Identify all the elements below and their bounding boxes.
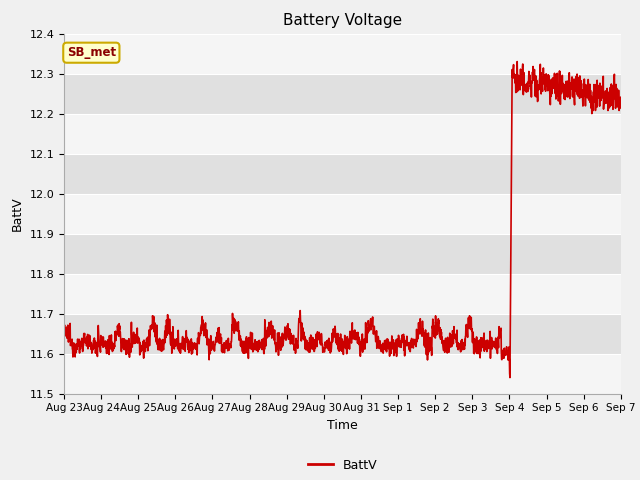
Bar — [64, 154, 621, 193]
Bar — [64, 313, 621, 354]
Bar — [64, 34, 621, 73]
Bar — [64, 114, 621, 154]
Bar — [64, 274, 621, 313]
Bar — [64, 354, 621, 394]
X-axis label: Time: Time — [327, 419, 358, 432]
Bar — [64, 234, 621, 274]
Bar — [64, 193, 621, 234]
Bar — [64, 73, 621, 114]
Title: Battery Voltage: Battery Voltage — [283, 13, 402, 28]
Legend: BattV: BattV — [303, 454, 382, 477]
Y-axis label: BattV: BattV — [11, 196, 24, 231]
Text: SB_met: SB_met — [67, 46, 116, 59]
